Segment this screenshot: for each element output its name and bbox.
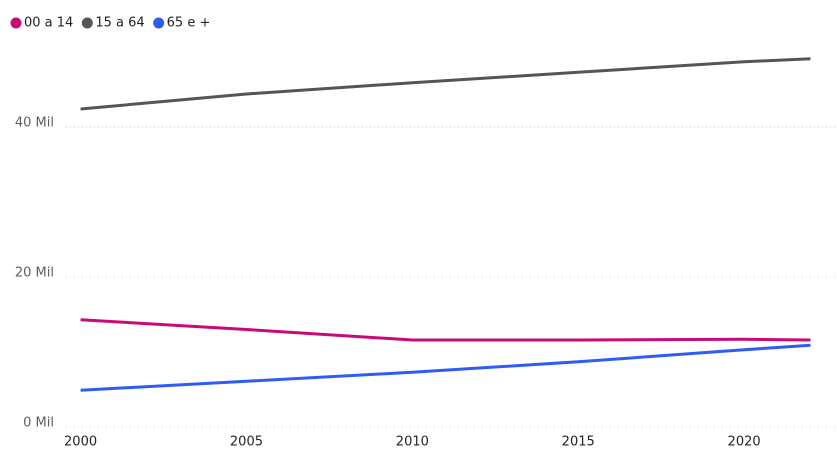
y-tick-label: 40 Mil bbox=[15, 116, 54, 131]
legend-label: 15 a 64 bbox=[95, 16, 144, 31]
legend-marker bbox=[81, 17, 93, 29]
x-tick-label: 2020 bbox=[728, 435, 761, 450]
legend-label: 00 a 14 bbox=[24, 16, 73, 31]
series-line bbox=[80, 318, 811, 342]
x-tick-label: 2005 bbox=[230, 435, 263, 450]
series-line bbox=[80, 343, 811, 392]
legend-marker bbox=[153, 17, 165, 29]
y-tick-label: 0 Mil bbox=[23, 416, 54, 431]
x-tick-label: 2000 bbox=[64, 435, 97, 450]
y-tick-label: 20 Mil bbox=[15, 266, 54, 281]
x-tick-label: 2015 bbox=[562, 435, 595, 450]
series-line bbox=[80, 57, 811, 111]
legend-marker bbox=[10, 17, 22, 29]
x-tick-label: 2010 bbox=[396, 435, 429, 450]
legend-label: 65 e + bbox=[167, 16, 211, 31]
